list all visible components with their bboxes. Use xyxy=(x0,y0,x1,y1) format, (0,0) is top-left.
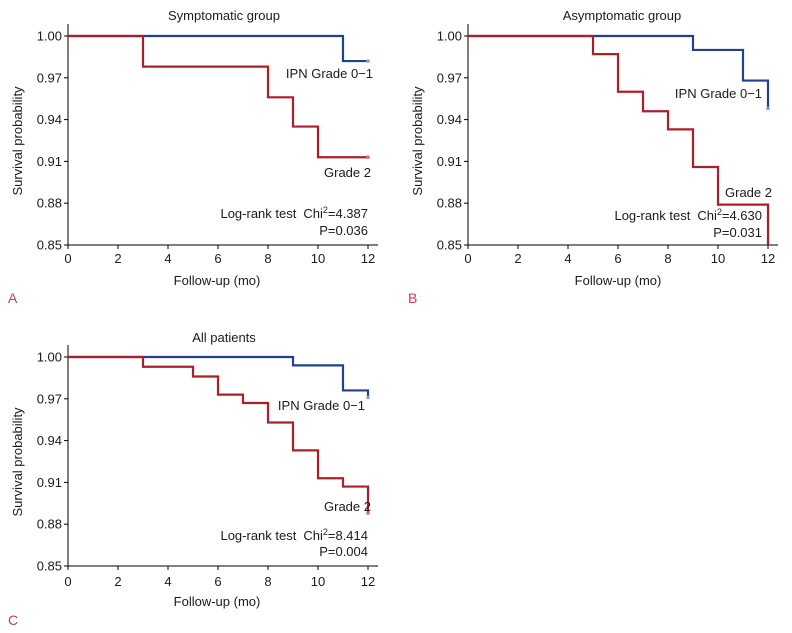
x-tick-label: 2 xyxy=(514,251,521,266)
p-value: P=0.036 xyxy=(319,223,368,238)
y-tick-label: 0.88 xyxy=(437,196,462,211)
chi-superscript: 2 xyxy=(717,207,722,217)
logrank-test-text: Log-rank test Chi2=8.414 xyxy=(220,527,368,543)
x-tick-label: 8 xyxy=(664,251,671,266)
logrank-test-label: Log-rank test xyxy=(220,528,296,543)
x-tick-label: 6 xyxy=(614,251,621,266)
y-tick-label: 0.91 xyxy=(37,154,62,169)
x-tick-label: 4 xyxy=(164,574,171,589)
x-tick-label: 2 xyxy=(114,574,121,589)
censor-mark-ipn-grade-0-1 xyxy=(766,106,770,111)
x-tick-label: 10 xyxy=(711,251,725,266)
y-tick-label: 0.91 xyxy=(37,475,62,490)
y-tick-label: 0.97 xyxy=(37,391,62,406)
censor-mark-ipn-grade-0-1 xyxy=(366,395,370,400)
series-label-ipn-grade-0-1: IPN Grade 0−1 xyxy=(278,398,365,413)
chi-superscript: 2 xyxy=(323,527,328,537)
y-tick-label: 1.00 xyxy=(37,350,62,365)
chi-label: Chi xyxy=(303,528,323,543)
x-tick-label: 0 xyxy=(464,251,471,266)
x-tick-label: 4 xyxy=(164,251,171,266)
x-tick-label: 8 xyxy=(264,251,271,266)
y-axis-label: Survival probability xyxy=(410,86,425,196)
y-tick-label: 0.85 xyxy=(37,559,62,574)
panel-label: B xyxy=(408,290,417,306)
y-axis-label: Survival probability xyxy=(10,86,25,196)
chi-superscript: 2 xyxy=(323,205,328,215)
series-line-ipn-grade-0-1 xyxy=(68,355,370,398)
series-label-grade-2: Grade 2 xyxy=(725,185,772,200)
logrank-test-text: Log-rank test Chi2=4.630 xyxy=(614,207,762,223)
panel-c-all-patients: 1.00 0.97 0.94 0.91 0.88 0.850 2 4 6 8 10 12 IPN Gra… xyxy=(8,330,378,628)
y-tick-label: 0.97 xyxy=(437,70,462,85)
censor-mark-grade-2 xyxy=(366,511,370,515)
x-tick-label: 12 xyxy=(361,574,375,589)
panel-b-asymptomatic-group: 1.00 0.97 0.94 0.91 0.88 0.850 2 4 6 8 10 12 IPN Gra… xyxy=(408,8,778,306)
series-line-grade-2 xyxy=(68,355,370,514)
x-axis-label: Follow-up (mo) xyxy=(174,594,261,609)
y-tick-label: 1.00 xyxy=(437,29,462,44)
y-tick-label: 0.88 xyxy=(37,196,62,211)
chart-title: Asymptomatic group xyxy=(563,8,682,23)
chi-value: =8.414 xyxy=(328,528,368,543)
y-tick-label: 0.94 xyxy=(437,112,462,127)
y-tick-label: 0.85 xyxy=(437,238,462,253)
y-tick-label: 0.94 xyxy=(37,433,62,448)
series-line-ipn-grade-0-1 xyxy=(468,34,770,109)
logrank-test-label: Log-rank test xyxy=(220,206,296,221)
series-label-grade-2: Grade 2 xyxy=(324,499,371,514)
x-tick-label: 12 xyxy=(761,251,775,266)
y-tick-label: 1.00 xyxy=(37,29,62,44)
x-axis-label: Follow-up (mo) xyxy=(575,273,662,288)
y-tick-label: 0.91 xyxy=(437,154,462,169)
chart-title: All patients xyxy=(192,330,256,345)
chi-value: =4.387 xyxy=(328,206,368,221)
x-tick-label: 4 xyxy=(564,251,571,266)
series-line-grade-2 xyxy=(468,34,770,245)
panel-label: C xyxy=(8,612,18,628)
chi-label: Chi xyxy=(303,206,323,221)
chart-title: Symptomatic group xyxy=(168,8,280,23)
censor-mark-ipn-grade-0-1 xyxy=(366,59,370,63)
x-tick-label: 10 xyxy=(311,574,325,589)
y-axis-label: Survival probability xyxy=(10,407,25,517)
x-tick-label: 10 xyxy=(311,251,325,266)
panel-label: A xyxy=(8,290,18,306)
series-label-ipn-grade-0-1: IPN Grade 0−1 xyxy=(286,66,373,81)
series-line-ipn-grade-0-1 xyxy=(68,34,368,63)
x-tick-label: 6 xyxy=(214,574,221,589)
chi-value: =4.630 xyxy=(722,208,762,223)
y-tick-label: 0.97 xyxy=(37,70,62,85)
x-tick-label: 12 xyxy=(361,251,375,266)
x-tick-label: 6 xyxy=(214,251,221,266)
series-label-grade-2: Grade 2 xyxy=(324,165,371,180)
panel-a-symptomatic-group: 1.00 0.97 0.94 0.91 0.88 0.850 2 4 6 8 10 12 IPN Gra… xyxy=(8,8,378,306)
x-axis-label: Follow-up (mo) xyxy=(174,273,261,288)
y-tick-label: 0.88 xyxy=(37,517,62,532)
y-tick-label: 0.85 xyxy=(37,238,62,253)
x-tick-label: 0 xyxy=(64,251,71,266)
logrank-test-text: Log-rank test Chi2=4.387 xyxy=(220,205,368,221)
p-value: P=0.004 xyxy=(319,544,368,559)
p-value: P=0.031 xyxy=(713,225,762,240)
series-line-grade-2 xyxy=(68,34,368,159)
chi-label: Chi xyxy=(697,208,717,223)
series-label-ipn-grade-0-1: IPN Grade 0−1 xyxy=(675,86,762,101)
logrank-test-label: Log-rank test xyxy=(614,208,690,223)
x-tick-label: 0 xyxy=(64,574,71,589)
x-tick-label: 8 xyxy=(264,574,271,589)
x-tick-label: 2 xyxy=(114,251,121,266)
censor-mark-grade-2 xyxy=(366,155,370,160)
y-tick-label: 0.94 xyxy=(37,112,62,127)
